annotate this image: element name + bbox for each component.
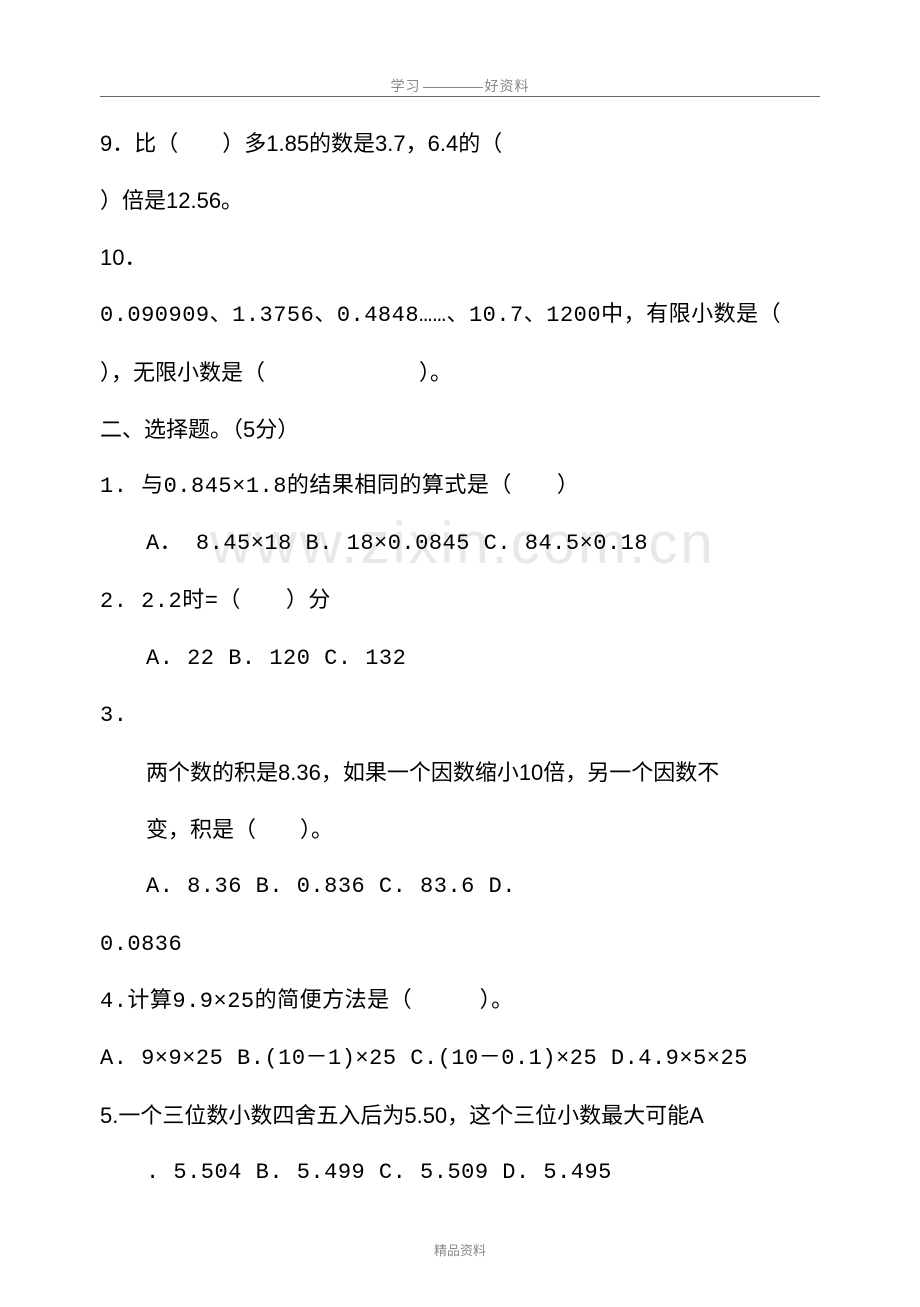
q9-line2: ）倍是12.56。 [100, 172, 820, 229]
q4: 4.计算9.9×25的简便方法是（ ）。 [100, 973, 820, 1030]
q3: 3. [100, 687, 820, 744]
q2: 2. 2.2时=（ ）分 [100, 573, 820, 630]
q3-line2: 变，积是（ ）。 [100, 801, 820, 858]
q3-line1: 两个数的积是8.36，如果一个因数缩小10倍，另一个因数不 [100, 744, 820, 801]
q10-line2: 0.090909、1.3756、0.4848……、10.7、1200中，有限小数… [100, 287, 820, 344]
q3-options: A. 8.36 B. 0.836 C. 83.6 D. [100, 858, 820, 915]
header-left: 学习 [391, 76, 421, 96]
q1: 1. 与0.845×1.8的结果相同的算式是（ ） [100, 458, 820, 515]
document-body: 9．比（ ）多1.85的数是3.7，6.4的（ ）倍是12.56。 10． 0.… [100, 115, 820, 1202]
q10-line1: 10． [100, 229, 820, 286]
q9-line1: 9．比（ ）多1.85的数是3.7，6.4的（ [100, 115, 820, 172]
page-header: 学习 好资料 [100, 76, 820, 96]
q10-line3: ），无限小数是（ ）。 [100, 344, 820, 401]
section2-title: 二、选择题。（5分） [100, 401, 820, 458]
header-gap [423, 87, 483, 88]
q5: 5.一个三位数小数四舍五入后为5.50，这个三位小数最大可能A [100, 1087, 820, 1144]
header-rule [100, 96, 820, 97]
page-footer: 精品资料 [0, 1240, 920, 1259]
header-right: 好资料 [485, 76, 530, 96]
q2-options: A. 22 B. 120 C. 132 [100, 630, 820, 687]
q1-options: A． 8.45×18 B. 18×0.0845 C. 84.5×0.18 [100, 515, 820, 572]
q3-optd: 0.0836 [100, 916, 820, 973]
q4-options: A. 9×9×25 B.(10－1)×25 C.(10－0.1)×25 D.4.… [100, 1030, 820, 1087]
q5-options: . 5.504 B. 5.499 C. 5.509 D. 5.495 [100, 1144, 820, 1201]
